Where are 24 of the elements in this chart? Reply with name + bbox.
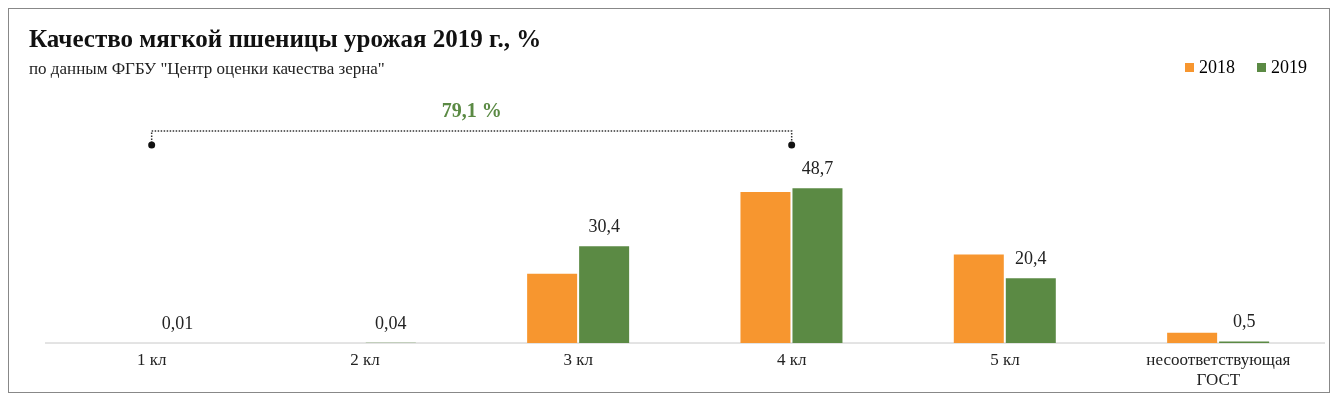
data-label: 0,04: [375, 312, 407, 333]
legend-label: 2018: [1198, 57, 1235, 78]
chart-title: Качество мягкой пшеницы урожая 2019 г., %: [29, 25, 542, 53]
x-tick-label: 3 кл: [563, 350, 594, 369]
x-tick-label: 5 кл: [990, 350, 1021, 369]
chart-subtitle: по данным ФГБУ "Центр оценки качества зерна": [29, 59, 385, 79]
bar: [1167, 332, 1218, 343]
data-label: 0,5: [1232, 311, 1256, 332]
x-tick-label: 2 кл: [350, 350, 381, 369]
data-label: 20,4: [1015, 248, 1047, 269]
x-tick-label: 1 кл: [136, 350, 167, 369]
text: 79,1 %: [441, 99, 502, 121]
bar: [1005, 278, 1056, 343]
bar: [740, 191, 791, 343]
x-tick-label: 4 кл: [776, 350, 807, 369]
bar: [953, 254, 1004, 343]
data-label: 0,01: [161, 312, 194, 333]
bar: [527, 273, 578, 343]
data-label: 48,7: [801, 158, 834, 179]
data-label: 30,4: [588, 216, 620, 237]
bar: [579, 246, 630, 343]
bar: [792, 188, 843, 343]
legend-label: 2019: [1270, 57, 1307, 78]
x-tick-label: несоответствующая ГОСТ: [1146, 350, 1291, 389]
